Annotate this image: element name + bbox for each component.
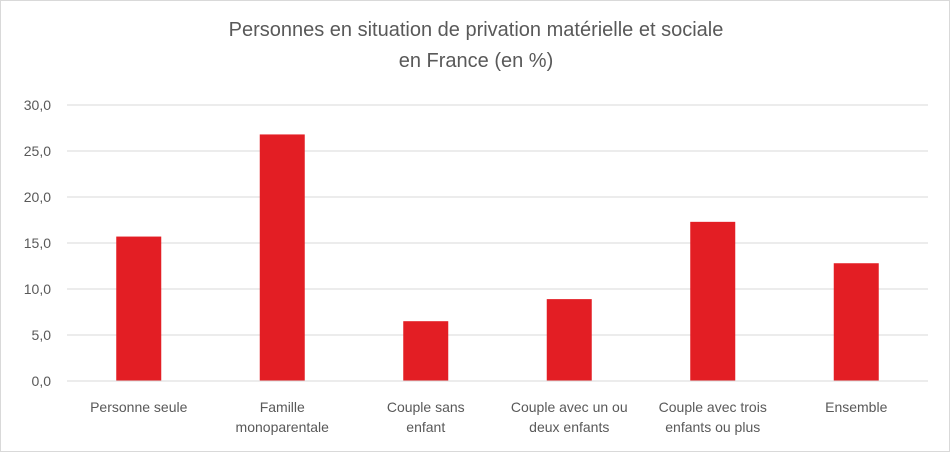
x-category-label: deux enfants [529, 419, 609, 435]
y-tick-label: 10,0 [24, 281, 51, 297]
bar [690, 221, 736, 381]
y-tick-label: 25,0 [24, 143, 51, 159]
y-tick-label: 15,0 [24, 235, 51, 251]
x-category-label: enfant [406, 419, 445, 435]
y-tick-label: 0,0 [32, 373, 52, 389]
chart-title-line-1: Personnes en situation de privation maté… [228, 19, 724, 41]
x-category-label: monoparentale [236, 419, 330, 435]
bar [116, 236, 162, 381]
y-tick-label: 5,0 [32, 327, 52, 343]
x-category-label: Couple sans [387, 399, 465, 415]
bar [403, 321, 449, 381]
x-category-label: Personne seule [90, 399, 188, 415]
y-tick-label: 30,0 [24, 97, 51, 113]
x-category-label: Ensemble [825, 399, 887, 415]
x-category-label: Famille [260, 399, 305, 415]
x-category-label: enfants ou plus [665, 419, 760, 435]
y-tick-label: 20,0 [24, 189, 51, 205]
bar [546, 299, 592, 381]
chart-title-line-2: en France (en %) [398, 50, 554, 72]
x-category-label: Couple avec un ou [511, 399, 628, 415]
chart-title: Personnes en situation de privation maté… [1, 15, 949, 77]
x-category-label: Couple avec trois [659, 399, 767, 415]
bar [259, 134, 305, 381]
bar [833, 263, 879, 381]
